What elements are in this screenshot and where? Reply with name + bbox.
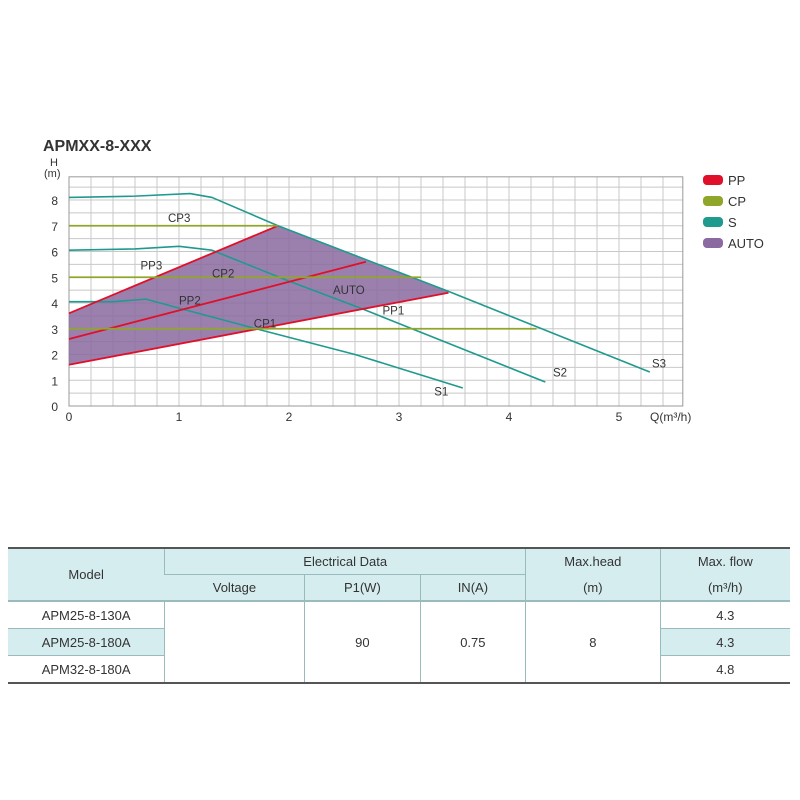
cell-model: APM32-8-180A (41, 661, 131, 677)
cell-model: APM25-8-130A (8, 601, 165, 629)
header-in: IN(A) (419, 574, 526, 601)
y-tick-label: 6 (51, 246, 58, 260)
chart-title: APMXX-8-XXX (43, 138, 152, 155)
annotation-CP3: CP3 (168, 213, 190, 225)
cell-maxhead: 8 (525, 601, 661, 683)
cell-in: 0.75 (419, 601, 526, 683)
spec-table: Model Electrical Data Max.head Max. flow… (8, 547, 790, 684)
annotation-S3: S3 (652, 358, 666, 370)
annotation-CP2: CP2 (212, 268, 234, 280)
annotation-PP1: PP1 (383, 306, 405, 318)
legend-swatch-CP (703, 196, 723, 206)
y-axis-label: H (50, 157, 58, 169)
header-voltage: Voltage (164, 574, 305, 601)
table-row: APM32-8-180A 4.8 (8, 655, 790, 683)
header-maxhead: Max.head (525, 548, 661, 575)
x-tick-label: 1 (176, 410, 183, 424)
legend-swatch-AUTO (703, 238, 723, 248)
legend-label-CP: CP (728, 194, 746, 209)
legend-swatch-S (703, 217, 723, 227)
series-PP3 (68, 224, 279, 315)
y-axis-unit: (m) (44, 168, 61, 180)
annotation-CP1: CP1 (254, 318, 276, 330)
table-row: APM25-8-180A 4.3 (8, 628, 790, 656)
series-PP2 (68, 260, 367, 340)
cell-maxflow: 4.8 (659, 655, 790, 683)
pump-curve-chart: 0 1 2 3 4 5 0 1 2 3 4 5 6 7 8 Q(m³/h) H(m) CP3 PP3 CP2 PP2 AU… (44, 157, 764, 424)
x-tick-label: 3 (396, 410, 403, 424)
header-maxhead-unit: (m) (525, 574, 661, 601)
annotation-AUTO: AUTO (333, 285, 365, 297)
legend-swatch-PP (703, 175, 723, 185)
y-tick-label: 5 (51, 271, 58, 285)
annotation-S2: S2 (553, 367, 567, 379)
plot-border (68, 176, 684, 407)
auto-region (69, 225, 449, 365)
header-p1: P1(W) (304, 574, 421, 601)
legend-label-AUTO: AUTO (728, 236, 764, 251)
cell-maxflow: 4.3 (659, 601, 790, 629)
table-row: APM25-8-130A 90 0.75 8 4.3 (8, 601, 790, 683)
cell-maxflow: 4.3 (659, 628, 790, 656)
x-tick-label: 4 (506, 410, 513, 424)
cell-p1: 90 (304, 601, 421, 683)
header-model: Model (8, 548, 165, 601)
header-maxflow: Max. flow (659, 548, 790, 575)
cell-voltage (164, 601, 305, 683)
legend-label-PP: PP (728, 173, 745, 188)
x-axis-label: Q(m³/h) (650, 410, 691, 424)
y-tick-label: 3 (51, 323, 58, 337)
annotation-S1: S1 (434, 387, 448, 399)
x-tick-label: 0 (66, 410, 73, 424)
y-tick-label: 8 (51, 194, 58, 208)
header-electrical: Electrical Data (164, 548, 526, 575)
y-tick-label: 7 (51, 220, 58, 234)
y-tick-label: 4 (51, 297, 58, 311)
annotation-PP2: PP2 (179, 295, 201, 307)
y-tick-label: 0 (51, 400, 58, 414)
header-maxflow-unit: (m³/h) (659, 574, 790, 601)
series-S2 (68, 245, 546, 383)
y-tick-label: 1 (51, 374, 58, 388)
series-S1 (69, 298, 464, 389)
annotation-PP3: PP3 (141, 261, 163, 273)
y-tick-label: 2 (51, 349, 58, 363)
cell-model: APM25-8-180A (8, 628, 165, 656)
series-S3 (68, 192, 651, 373)
x-tick-label: 2 (286, 410, 293, 424)
legend-label-S: S (728, 215, 737, 230)
x-tick-label: 5 (616, 410, 623, 424)
